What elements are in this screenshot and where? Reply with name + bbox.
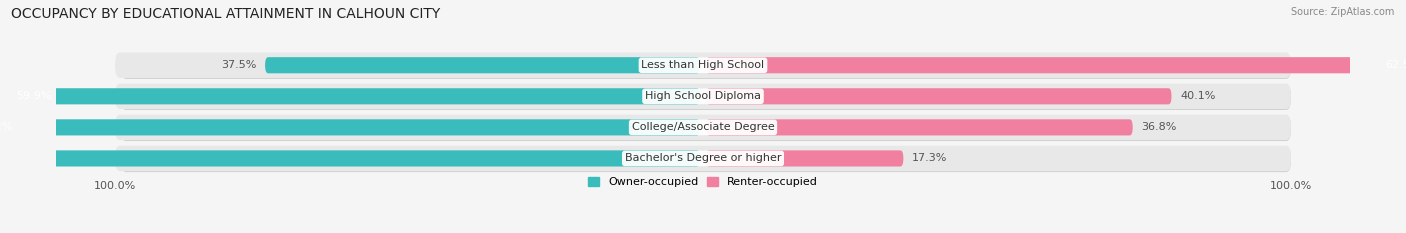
FancyBboxPatch shape (121, 116, 1291, 141)
FancyBboxPatch shape (121, 147, 1291, 172)
Text: 17.3%: 17.3% (912, 154, 948, 163)
Text: Bachelor's Degree or higher: Bachelor's Degree or higher (624, 154, 782, 163)
FancyBboxPatch shape (0, 150, 700, 167)
Text: Less than High School: Less than High School (641, 60, 765, 70)
FancyBboxPatch shape (706, 88, 1171, 104)
Text: 37.5%: 37.5% (221, 60, 256, 70)
Legend: Owner-occupied, Renter-occupied: Owner-occupied, Renter-occupied (588, 177, 818, 187)
FancyBboxPatch shape (115, 146, 1291, 171)
FancyBboxPatch shape (706, 150, 904, 167)
FancyBboxPatch shape (115, 84, 1291, 109)
Text: 36.8%: 36.8% (1142, 122, 1177, 132)
FancyBboxPatch shape (0, 119, 700, 135)
Text: 59.9%: 59.9% (17, 91, 52, 101)
FancyBboxPatch shape (115, 52, 1291, 78)
Text: College/Associate Degree: College/Associate Degree (631, 122, 775, 132)
Text: 100.0%: 100.0% (94, 181, 136, 191)
Text: 40.1%: 40.1% (1181, 91, 1216, 101)
FancyBboxPatch shape (121, 85, 1291, 110)
Text: OCCUPANCY BY EDUCATIONAL ATTAINMENT IN CALHOUN CITY: OCCUPANCY BY EDUCATIONAL ATTAINMENT IN C… (11, 7, 440, 21)
Text: High School Diploma: High School Diploma (645, 91, 761, 101)
Text: 62.5%: 62.5% (1385, 60, 1406, 70)
FancyBboxPatch shape (706, 57, 1406, 73)
FancyBboxPatch shape (266, 57, 700, 73)
FancyBboxPatch shape (121, 53, 1291, 79)
Text: 100.0%: 100.0% (1270, 181, 1312, 191)
Text: 63.2%: 63.2% (0, 122, 13, 132)
FancyBboxPatch shape (115, 115, 1291, 140)
FancyBboxPatch shape (706, 119, 1133, 135)
Text: Source: ZipAtlas.com: Source: ZipAtlas.com (1291, 7, 1395, 17)
FancyBboxPatch shape (1, 88, 700, 104)
